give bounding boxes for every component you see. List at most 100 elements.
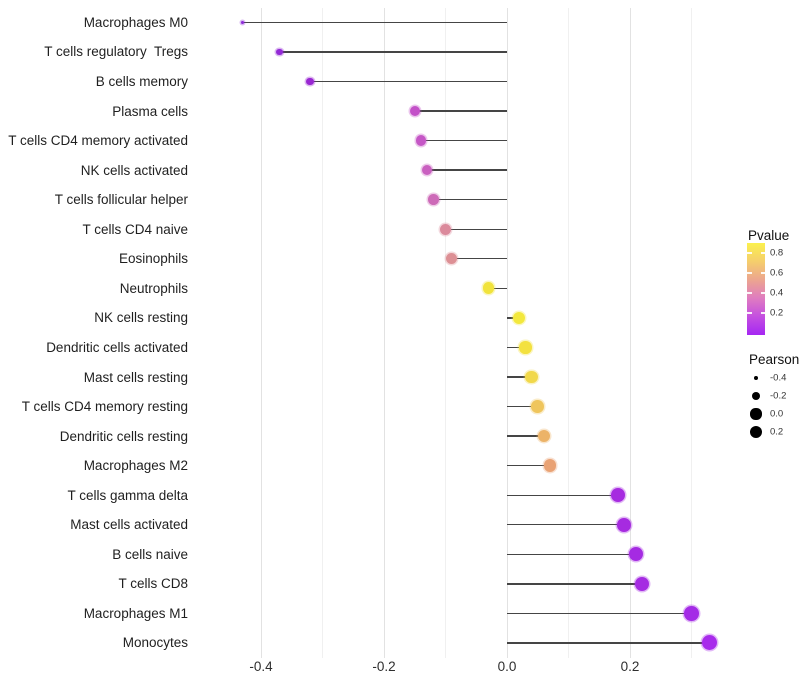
pvalue-bar-tick: [760, 272, 765, 274]
lollipop-stem: [507, 346, 526, 349]
row-label: T cells CD8: [118, 576, 188, 592]
row-label: B cells naive: [112, 546, 188, 562]
lollipop-dot: [306, 77, 314, 86]
row-label: T cells CD4 memory resting: [21, 399, 188, 415]
pearson-legend-label: 0.2: [770, 426, 784, 438]
pearson-legend-label: -0.2: [770, 390, 787, 402]
row-label: Monocytes: [122, 635, 188, 651]
lollipop-stem: [420, 139, 507, 142]
row-label: Dendritic cells activated: [46, 339, 188, 355]
lollipop-stem: [445, 228, 507, 230]
row-label: Eosinophils: [118, 251, 188, 267]
pearson-legend-dot: [753, 375, 759, 381]
row-label: T cells CD4 memory activated: [8, 133, 188, 149]
row-label: NK cells resting: [94, 310, 188, 326]
lollipop-dot: [409, 105, 420, 117]
pvalue-bar-tick: [760, 292, 765, 294]
lollipop-stem: [507, 464, 551, 467]
lollipop-stem: [507, 405, 538, 408]
row-label: Plasma cells: [112, 103, 188, 119]
lollipop-stem: [507, 524, 624, 526]
gridline-major: [506, 8, 508, 658]
lollipop-dot: [427, 194, 439, 206]
pearson-legend-dot: [750, 408, 762, 420]
lollipop-stem: [507, 642, 710, 644]
lollipop-stem: [451, 258, 507, 260]
pvalue-legend-title: Pvalue: [748, 228, 790, 243]
row-label: T cells regulatory Tregs: [44, 44, 188, 60]
lollipop-dot: [525, 370, 538, 384]
row-label: T cells CD4 naive: [82, 221, 188, 237]
x-tick-label: 0.0: [497, 659, 517, 674]
row-label: NK cells activated: [80, 162, 188, 178]
lollipop-dot: [421, 164, 433, 176]
x-tick-label: 0.2: [620, 659, 640, 674]
pvalue-bar-tick: [747, 292, 752, 294]
lollipop-dot: [616, 517, 631, 532]
lollipop-stem: [310, 80, 507, 83]
pvalue-gradient-bar: [747, 243, 765, 335]
lollipop-stem: [507, 583, 643, 585]
pearson-legend-dot: [749, 425, 763, 439]
lollipop-dot: [635, 576, 650, 591]
lollipop-dot: [702, 635, 718, 651]
pearson-legend-dot: [751, 391, 761, 401]
row-label: Mast cells resting: [83, 369, 188, 385]
pearson-legend-title: Pearson: [749, 352, 800, 367]
lollipop-dot: [276, 48, 283, 56]
row-label: Macrophages M0: [83, 14, 188, 30]
pvalue-bar-tick: [747, 312, 752, 314]
pvalue-tick-label: 0.6: [770, 267, 784, 279]
pvalue-tick-label: 0.2: [770, 307, 784, 319]
row-label: Macrophages M2: [83, 458, 188, 474]
lollipop-dot: [531, 400, 544, 413]
gridline-major: [383, 8, 385, 658]
row-label: T cells gamma delta: [67, 487, 188, 503]
x-tick-label: -0.2: [372, 659, 396, 674]
gridline-minor: [322, 8, 323, 658]
pearson-legend-label: 0.0: [770, 408, 784, 420]
gridline-major: [629, 8, 631, 658]
row-label: Macrophages M1: [83, 605, 188, 621]
lollipop-stem: [507, 494, 618, 496]
lollipop-dot: [684, 606, 699, 621]
gridline-major: [260, 8, 262, 658]
row-label: Mast cells activated: [70, 517, 188, 533]
lollipop-stem: [427, 169, 507, 171]
lollipop-dot: [482, 282, 495, 295]
lollipop-dot: [537, 429, 551, 443]
lollipop-dot: [241, 20, 245, 24]
lollipop-stem: [414, 110, 507, 112]
lollipop-stem: [242, 21, 507, 24]
lollipop-dot: [543, 459, 557, 472]
lollipop-stem: [507, 553, 637, 555]
gridline-minor: [445, 8, 446, 658]
lollipop-stem: [433, 199, 507, 201]
row-label: Neutrophils: [119, 280, 188, 296]
lollipop-stem: [507, 376, 532, 378]
pvalue-bar-tick: [747, 252, 752, 254]
pvalue-tick-label: 0.4: [770, 287, 784, 299]
row-label: B cells memory: [95, 74, 188, 89]
x-tick-label: -0.4: [249, 659, 273, 674]
row-label: Dendritic cells resting: [59, 428, 188, 444]
pearson-legend-label: -0.4: [770, 372, 787, 384]
pvalue-tick-label: 0.8: [770, 247, 784, 259]
pvalue-bar-tick: [747, 272, 752, 274]
lollipop-stem: [488, 287, 507, 290]
lollipop-stem: [507, 435, 544, 437]
lollipop-dot: [513, 311, 526, 324]
lollipop-stem: [507, 317, 520, 319]
lollipop-dot: [446, 253, 458, 265]
lollipop-dot: [629, 547, 644, 562]
lollipop-stem: [279, 51, 507, 53]
lollipop-dot: [440, 223, 451, 235]
lollipop-dot: [415, 135, 427, 146]
lollipop-dot: [519, 341, 532, 354]
pvalue-bar-tick: [760, 252, 765, 254]
lollipop-dot: [610, 488, 625, 503]
pvalue-bar-tick: [760, 312, 765, 314]
gridline-minor: [568, 8, 569, 658]
row-label: T cells follicular helper: [54, 192, 188, 208]
